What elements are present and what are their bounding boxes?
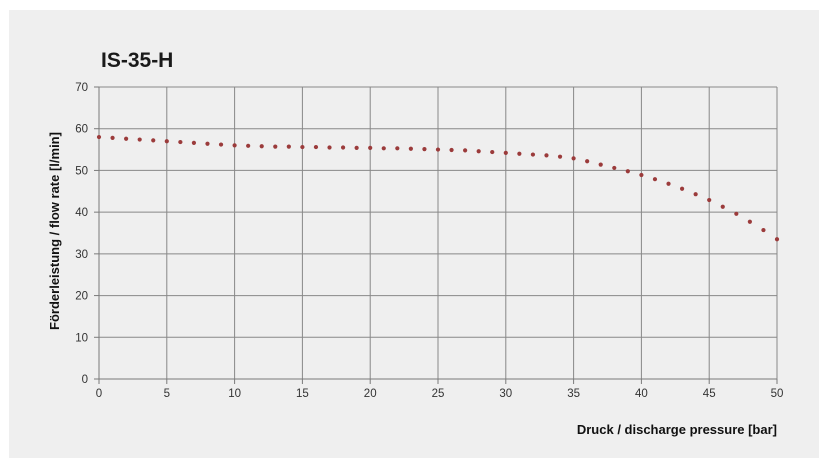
x-tick-label: 25: [432, 388, 445, 400]
data-point: [246, 143, 251, 148]
data-point: [449, 147, 454, 153]
data-point: [747, 219, 752, 224]
data-point: [395, 146, 400, 151]
data-point: [734, 211, 739, 216]
data-point: [232, 143, 237, 148]
grid-layer: [94, 86, 778, 384]
data-point: [435, 147, 441, 152]
tick-layer: 0 10 20 30 40 50 60 70 0 5 10 15 20 25 30 35 40 45 50: [75, 82, 783, 400]
data-point: [354, 145, 359, 151]
data-point: [422, 147, 427, 152]
data-point: [340, 145, 346, 150]
data-point: [178, 139, 183, 145]
data-point: [368, 145, 373, 151]
data-point: [476, 149, 481, 154]
data-point: [598, 162, 603, 167]
y-tick-label: 40: [75, 207, 88, 219]
x-tick-label: 0: [96, 388, 102, 400]
data-point: [761, 227, 766, 233]
y-tick-label: 0: [82, 374, 88, 386]
y-axis-label: Förderleistung / flow rate [l/min]: [47, 132, 62, 330]
data-point: [313, 144, 319, 150]
x-axis-label: Druck / discharge pressure [bar]: [577, 422, 777, 437]
data-points: [96, 134, 780, 242]
x-tick-label: 35: [567, 388, 580, 400]
y-tick-label: 10: [75, 332, 88, 344]
x-tick-label: 20: [364, 388, 377, 400]
chart-frame: IS-35-H 0 10 20 30 40 50 60 70 0 5 10 15 20 25 30 35 40 4…: [9, 10, 819, 458]
y-tick-label: 30: [75, 249, 88, 261]
data-point: [544, 153, 549, 158]
x-tick-label: 10: [228, 388, 241, 400]
data-point: [124, 136, 129, 141]
y-tick-label: 70: [75, 82, 88, 94]
data-point: [259, 144, 264, 149]
data-point: [381, 146, 386, 151]
chart-title: IS-35-H: [101, 49, 173, 72]
data-point: [679, 186, 685, 191]
data-point: [571, 156, 576, 161]
data-point: [517, 151, 522, 156]
y-tick-label: 50: [75, 165, 88, 177]
data-point: [273, 144, 278, 149]
data-point: [639, 172, 644, 178]
data-point: [490, 149, 495, 155]
data-point: [137, 137, 142, 142]
data-point: [693, 192, 698, 197]
x-tick-label: 45: [703, 388, 716, 400]
y-tick-label: 60: [75, 124, 88, 136]
x-tick-label: 5: [164, 388, 170, 400]
data-point: [720, 204, 725, 209]
data-point: [96, 134, 102, 140]
data-point: [205, 141, 210, 146]
data-point: [327, 145, 332, 150]
data-point: [191, 140, 197, 145]
data-point: [557, 154, 563, 159]
x-tick-label: 40: [635, 388, 648, 400]
data-point: [666, 181, 671, 186]
chart-svg: IS-35-H 0 10 20 30 40 50 60 70 0 5 10 15 20 25 30 35 40 4…: [47, 49, 783, 437]
data-point: [164, 139, 169, 144]
data-point: [151, 138, 156, 143]
data-point: [218, 142, 224, 147]
data-point: [408, 146, 413, 151]
data-point: [707, 197, 712, 203]
data-point: [286, 144, 291, 149]
data-point: [530, 152, 536, 157]
data-point: [612, 165, 617, 171]
data-point: [585, 159, 590, 164]
data-point: [463, 148, 468, 153]
x-tick-label: 15: [296, 388, 309, 400]
data-point: [625, 169, 630, 174]
data-point: [652, 177, 658, 182]
y-tick-label: 20: [75, 291, 88, 303]
data-point: [774, 237, 780, 242]
data-point: [110, 135, 115, 140]
data-point: [300, 144, 305, 150]
data-point: [503, 150, 508, 156]
x-tick-label: 30: [499, 388, 512, 400]
x-tick-label: 50: [771, 388, 784, 400]
